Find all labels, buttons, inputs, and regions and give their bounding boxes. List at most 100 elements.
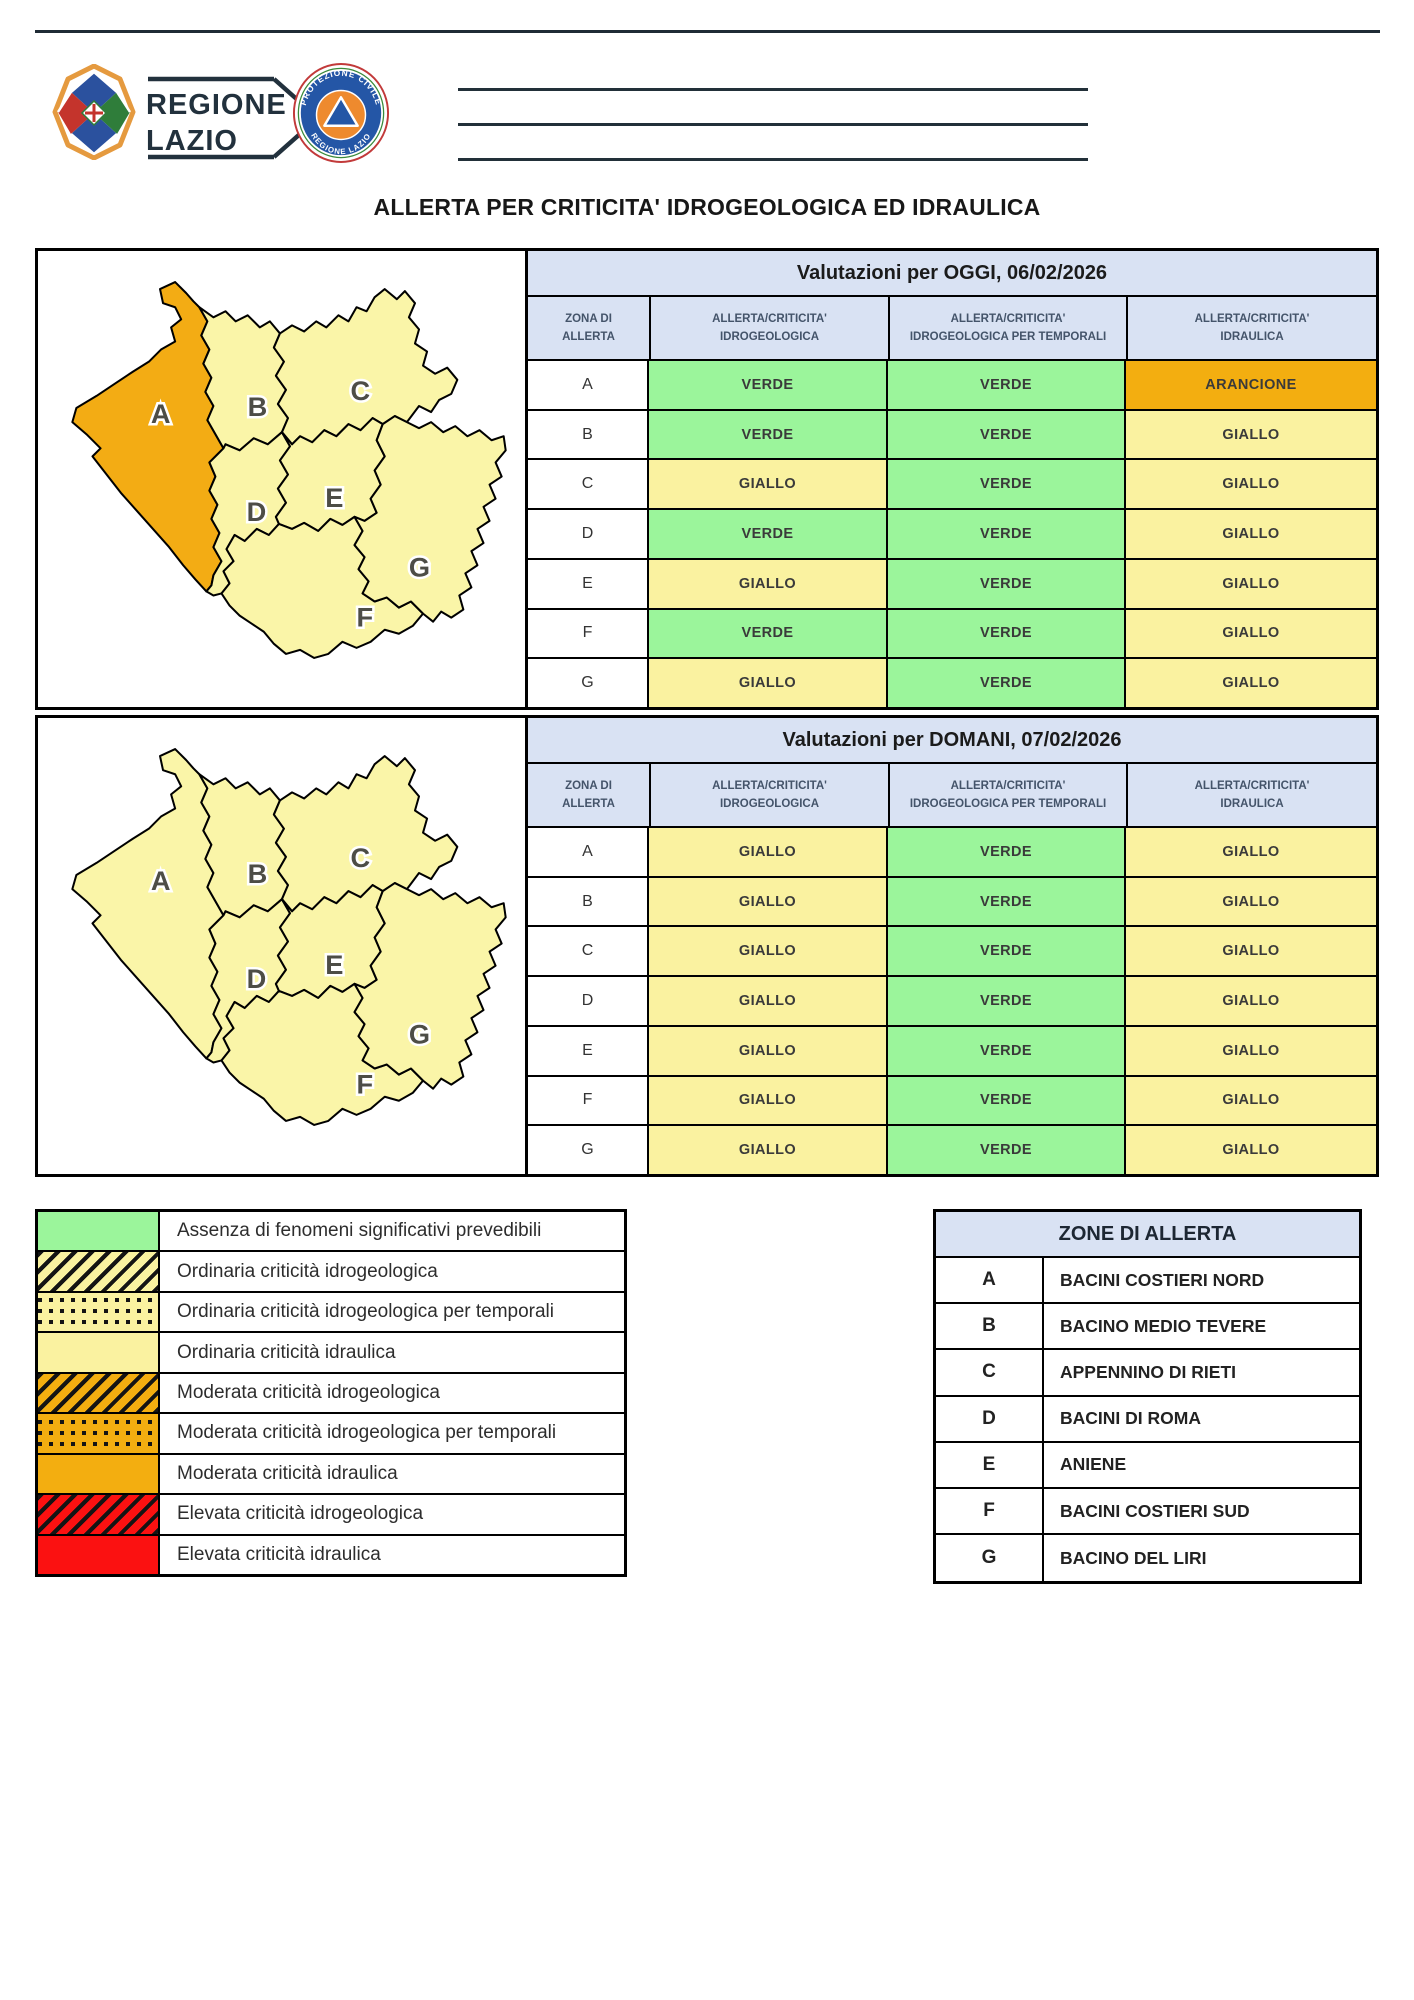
map-label-c: C: [350, 375, 370, 406]
legend-label: Moderata criticità idrogeologica per tem…: [177, 1422, 557, 1444]
zone-letter-cell: A: [528, 828, 649, 876]
temporali-cell: VERDE: [888, 828, 1126, 876]
zone-name: BACINO MEDIO TEVERE: [1060, 1315, 1267, 1336]
map-label-e: E: [325, 482, 343, 513]
temporali-cell: VERDE: [888, 460, 1126, 509]
temporali-cell: VERDE: [888, 977, 1126, 1025]
map-label-e: E: [325, 949, 343, 980]
temporali-cell: VERDE: [888, 1126, 1126, 1175]
zone-letter-cell: D: [528, 977, 649, 1025]
alert-row-f: F VERDE VERDE GIALLO: [528, 609, 1376, 660]
legend-swatch-solid-arancione: [38, 1454, 160, 1494]
zone-letter-cell: C: [528, 460, 649, 509]
idraulica-cell: GIALLO: [1126, 559, 1376, 608]
legend-label: Ordinaria criticità idrogeologica: [177, 1260, 438, 1282]
idrogeologica-cell: GIALLO: [649, 559, 888, 608]
alert-table-body-0: A VERDE VERDE ARANCIONE B VERDE VERDE GIALLO C GI…: [528, 361, 1376, 708]
idraulica-cell: GIALLO: [1126, 927, 1376, 976]
zone-letter-cell: A: [528, 361, 649, 409]
map-zone-g: [353, 882, 507, 1090]
lazio-map-domani: A B C D E F G: [71, 748, 507, 1126]
alert-row-a: A GIALLO VERDE GIALLO: [528, 828, 1376, 878]
alert-row-b: B VERDE VERDE GIALLO: [528, 410, 1376, 461]
idrogeologica-cell: VERDE: [649, 609, 888, 658]
col-header-idraulica: ALLERTA/CRITICITA' IDRAULICA: [1126, 297, 1376, 359]
lazio-map-oggi: A B C D E F G: [71, 281, 507, 659]
zone-row-f: F BACINI COSTIERI SUD: [936, 1488, 1359, 1536]
alert-row-e: E GIALLO VERDE GIALLO: [528, 1026, 1376, 1077]
idrogeologica-cell: GIALLO: [649, 1076, 888, 1125]
legend-row: Ordinaria criticità idrogeologica: [38, 1252, 624, 1293]
alert-row-a: A VERDE VERDE ARANCIONE: [528, 361, 1376, 411]
legend-label: Assenza di fenomeni significativi preved…: [177, 1220, 542, 1242]
legend-swatch-stripes-arancione: [38, 1373, 160, 1413]
zones-table-title: ZONE DI ALLERTA: [936, 1212, 1359, 1258]
alert-row-g: G GIALLO VERDE GIALLO: [528, 1126, 1376, 1175]
header-line-3: [458, 158, 1088, 161]
panel-domani: A B C D E F G Valutazioni per DOMANI, 07…: [35, 715, 1379, 1177]
legend-row: Assenza di fenomeni significativi preved…: [38, 1212, 624, 1253]
table-title-oggi: Valutazioni per OGGI, 06/02/2026: [528, 251, 1376, 297]
zone-letter: G: [936, 1535, 1044, 1582]
legend-swatch-solid-rosso: [38, 1535, 160, 1574]
idrogeologica-cell: GIALLO: [649, 1126, 888, 1175]
zone-letter-cell: D: [528, 510, 649, 558]
idraulica-cell: ARANCIONE: [1126, 361, 1376, 409]
brand-line2: LAZIO: [146, 125, 238, 157]
zone-row-b: B BACINO MEDIO TEVERE: [936, 1304, 1359, 1351]
temporali-cell: VERDE: [888, 877, 1126, 926]
temporali-cell: VERDE: [888, 1076, 1126, 1125]
zone-name: ANIENE: [1060, 1454, 1127, 1475]
idrogeologica-cell: GIALLO: [649, 1026, 888, 1075]
zone-letter-cell: C: [528, 927, 649, 976]
idrogeologica-cell: GIALLO: [649, 927, 888, 976]
zone-letter: D: [936, 1396, 1044, 1441]
map-label-c: C: [350, 842, 370, 873]
col-header-zona: ZONA DI ALLERTA: [528, 297, 649, 359]
map-zone-c: [272, 288, 459, 446]
map-zone-a: [71, 748, 225, 1060]
zone-letter-cell: F: [528, 1076, 649, 1125]
zones-table: ZONE DI ALLERTA A BACINI COSTIERI NORD B BA…: [933, 1209, 1362, 1585]
temporali-cell: VERDE: [888, 559, 1126, 608]
idraulica-cell: GIALLO: [1126, 1076, 1376, 1125]
zones-table-body: A BACINI COSTIERI NORD B BACINO MEDIO TEVER…: [936, 1258, 1359, 1582]
temporali-cell: VERDE: [888, 1026, 1126, 1075]
legend-swatch-stripes-giallo: [38, 1252, 160, 1291]
zone-name: BACINO DEL LIRI: [1060, 1547, 1207, 1568]
idraulica-cell: GIALLO: [1126, 659, 1376, 708]
map-zone-g: [353, 415, 507, 623]
panel-oggi: A B C D E F G Valutazioni per OGGI, 06/0…: [35, 248, 1379, 710]
temporali-cell: VERDE: [888, 609, 1126, 658]
col-header-idro: ALLERTA/CRITICITA' IDROGEOLOGICA: [649, 764, 888, 826]
idraulica-cell: GIALLO: [1126, 877, 1376, 926]
alert-row-c: C GIALLO VERDE GIALLO: [528, 460, 1376, 511]
col-header-temporali: ALLERTA/CRITICITA' IDROGEOLOGICA PER TEM…: [888, 297, 1126, 359]
idraulica-cell: GIALLO: [1126, 1026, 1376, 1075]
col-header-idro: ALLERTA/CRITICITA' IDROGEOLOGICA: [649, 297, 888, 359]
alert-table-body-1: A GIALLO VERDE GIALLO B GIALLO VERDE GIALLO C GIA…: [528, 828, 1376, 1175]
map-area-domani: A B C D E F G: [38, 718, 525, 1174]
zone-letter-cell: B: [528, 410, 649, 459]
legend-label: Moderata criticità idrogeologica: [177, 1381, 440, 1403]
map-label-g: G: [409, 1018, 430, 1049]
idraulica-cell: GIALLO: [1126, 609, 1376, 658]
zone-letter: F: [936, 1488, 1044, 1534]
map-label-f: F: [357, 1069, 374, 1100]
idrogeologica-cell: VERDE: [649, 510, 888, 558]
zone-letter-cell: B: [528, 877, 649, 926]
zone-row-d: D BACINI DI ROMA: [936, 1396, 1359, 1443]
legend-row: Elevata criticità idraulica: [38, 1535, 624, 1574]
map-zone-a: [71, 281, 225, 593]
legend-label: Elevata criticità idrogeologica: [177, 1503, 424, 1525]
legend-row: Moderata criticità idrogeologica per tem…: [38, 1414, 624, 1455]
legend-label: Ordinaria criticità idrogeologica per te…: [177, 1301, 555, 1323]
zone-letter: B: [936, 1304, 1044, 1349]
idraulica-cell: GIALLO: [1126, 410, 1376, 459]
idrogeologica-cell: GIALLO: [649, 460, 888, 509]
regione-lazio-emblem-icon: [52, 64, 136, 160]
zone-letter-cell: G: [528, 1126, 649, 1175]
legend-label: Elevata criticità idraulica: [177, 1543, 381, 1565]
legend-row: Moderata criticità idraulica: [38, 1454, 624, 1496]
temporali-cell: VERDE: [888, 659, 1126, 708]
